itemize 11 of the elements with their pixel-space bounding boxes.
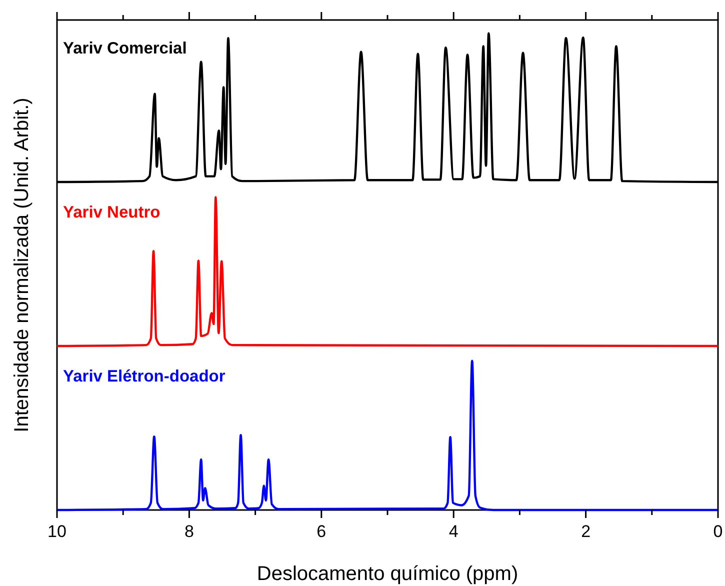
- x-tick-label: 6: [316, 522, 326, 541]
- x-tick-label: 2: [581, 522, 591, 541]
- x-tick-label: 0: [713, 522, 723, 541]
- legend-label: Yariv Comercial: [63, 39, 187, 58]
- x-tick-label: 10: [48, 522, 66, 541]
- x-axis-title: Deslocamento químico (ppm): [256, 563, 518, 585]
- x-tick-label: 4: [448, 522, 458, 541]
- x-tick-label: 8: [184, 522, 194, 541]
- y-axis-title: Intensidade normalizada (Unid. Arbit.): [11, 98, 33, 432]
- text: Yariv Elétron-doador: [63, 367, 226, 386]
- series-label: Yariv Neutro: [63, 203, 160, 222]
